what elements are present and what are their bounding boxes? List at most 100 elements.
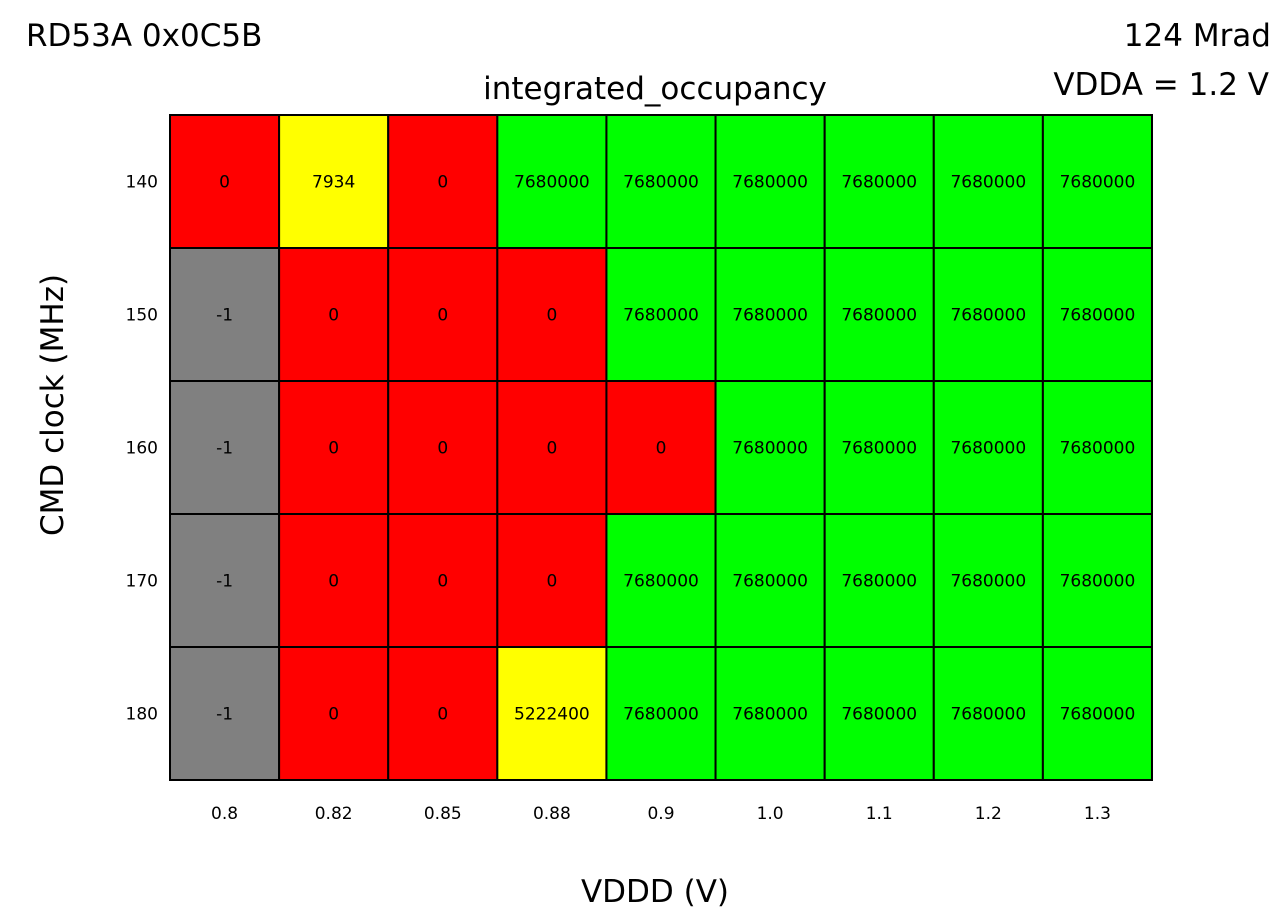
cell-value-label: -1 [216, 439, 233, 459]
cell-value-label: 7680000 [623, 572, 699, 592]
x-tick-label: 1.1 [866, 804, 893, 824]
cell-value-label: -1 [216, 306, 233, 326]
heatmap-cell [932, 380, 1044, 515]
cell-value-label: 7680000 [950, 705, 1026, 725]
cell-value-label: 7680000 [1060, 173, 1136, 193]
cell-value-label: 0 [437, 439, 448, 459]
cell-value-label: 0 [546, 439, 557, 459]
x-tick-label: 0.85 [424, 804, 462, 824]
heatmap-cell [605, 380, 717, 515]
cell-value-label: 0 [546, 572, 557, 592]
y-tick-label: 150 [126, 306, 158, 326]
heatmap-cell [1041, 513, 1154, 648]
cell-value-label: 7680000 [623, 173, 699, 193]
heatmap-cell [1041, 247, 1154, 382]
cell-value-label: 7680000 [950, 572, 1026, 592]
cell-value-label: 0 [219, 173, 230, 193]
heatmap-cell [387, 646, 499, 781]
heatmap-cell [823, 646, 935, 781]
heatmap-cell [823, 247, 935, 382]
heatmap-cell [169, 247, 281, 382]
cell-value-label: 7680000 [841, 173, 917, 193]
cell-value-label: 0 [328, 439, 339, 459]
heatmap-cells: 0 7934 0 7680000 7680000 7680000 7680000 768000… [169, 114, 1154, 781]
y-tick-label: 140 [126, 173, 158, 193]
x-tick-label: 1.3 [1084, 804, 1111, 824]
cell-value-label: 7680000 [950, 173, 1026, 193]
cell-value-label: 7680000 [1060, 705, 1136, 725]
cell-value-label: 0 [437, 173, 448, 193]
x-tick-label: 0.82 [315, 804, 353, 824]
cell-value-label: 7680000 [732, 173, 808, 193]
cell-value-label: 0 [437, 705, 448, 725]
cell-value-label: 7680000 [623, 705, 699, 725]
cell-value-label: 7680000 [732, 439, 808, 459]
chart-title: integrated_occupancy [483, 71, 827, 107]
heatmap-cell [823, 380, 935, 515]
cell-value-label: 7680000 [841, 439, 917, 459]
heatmap-cell [932, 247, 1044, 382]
axis-ticks: 0.8 0.82 0.85 0.88 0.9 1.0 1.1 1.2 1.3 140 150 160 1… [126, 173, 1111, 825]
x-tick-label: 0.9 [647, 804, 674, 824]
x-tick-label: 0.8 [211, 804, 238, 824]
heatmap-cell [605, 513, 717, 648]
vdda-label: VDDA = 1.2 V [1053, 67, 1269, 103]
cell-value-label: 7680000 [1060, 306, 1136, 326]
y-tick-label: 170 [126, 572, 158, 592]
cell-value-label: 0 [656, 439, 667, 459]
cell-value-label: 0 [328, 705, 339, 725]
cell-value-label: 7680000 [732, 572, 808, 592]
heatmap-cell [605, 247, 717, 382]
cell-value-label: -1 [216, 705, 233, 725]
heatmap-cell [714, 247, 826, 382]
cell-value-label: 7680000 [732, 306, 808, 326]
heatmap-cell [1041, 646, 1154, 781]
cell-value-label: 0 [437, 306, 448, 326]
cell-value-label: 7680000 [841, 306, 917, 326]
cell-value-label: 0 [437, 572, 448, 592]
heatmap-cell [823, 114, 935, 249]
cell-value-label: 7680000 [841, 705, 917, 725]
cell-value-label: -1 [216, 572, 233, 592]
heatmap-cell [714, 513, 826, 648]
heatmap-cell [1041, 114, 1154, 249]
cell-value-label: 7934 [312, 173, 355, 193]
cell-value-label: 7680000 [514, 173, 590, 193]
heatmap-cell [387, 380, 499, 515]
cell-value-label: 7680000 [950, 306, 1026, 326]
x-tick-label: 1.2 [975, 804, 1002, 824]
cell-value-label: 7680000 [950, 439, 1026, 459]
heatmap-cell [932, 646, 1044, 781]
heatmap-cell [932, 114, 1044, 249]
heatmap-cell [1041, 380, 1154, 515]
dose-label: 124 Mrad [1123, 18, 1271, 54]
x-tick-label: 1.0 [757, 804, 784, 824]
cell-value-label: 0 [546, 306, 557, 326]
heatmap-cell [278, 646, 390, 781]
heatmap-cell [714, 380, 826, 515]
cell-value-label: 7680000 [841, 572, 917, 592]
heatmap-cell [278, 247, 390, 382]
y-tick-label: 160 [126, 439, 158, 459]
cell-value-label: 7680000 [732, 705, 808, 725]
y-axis-label: CMD clock (MHz) [35, 274, 71, 536]
heatmap-cell [714, 646, 826, 781]
heatmap-cell [714, 114, 826, 249]
heatmap-cell [169, 646, 281, 781]
heatmap-cell [823, 513, 935, 648]
cell-value-label: 0 [328, 572, 339, 592]
cell-value-label: 7680000 [623, 306, 699, 326]
heatmap-cell [496, 646, 608, 781]
cell-value-label: 5222400 [514, 705, 590, 725]
heatmap-cell [496, 513, 608, 648]
chip-label: RD53A 0x0C5B [26, 18, 263, 54]
x-tick-label: 0.88 [533, 804, 571, 824]
cell-value-label: 0 [328, 306, 339, 326]
heatmap-cell [387, 513, 499, 648]
cell-value-label: 7680000 [1060, 572, 1136, 592]
heatmap-cell [496, 380, 608, 515]
heatmap-cell [169, 380, 281, 515]
heatmap-cell [496, 247, 608, 382]
heatmap-cell [169, 513, 281, 648]
